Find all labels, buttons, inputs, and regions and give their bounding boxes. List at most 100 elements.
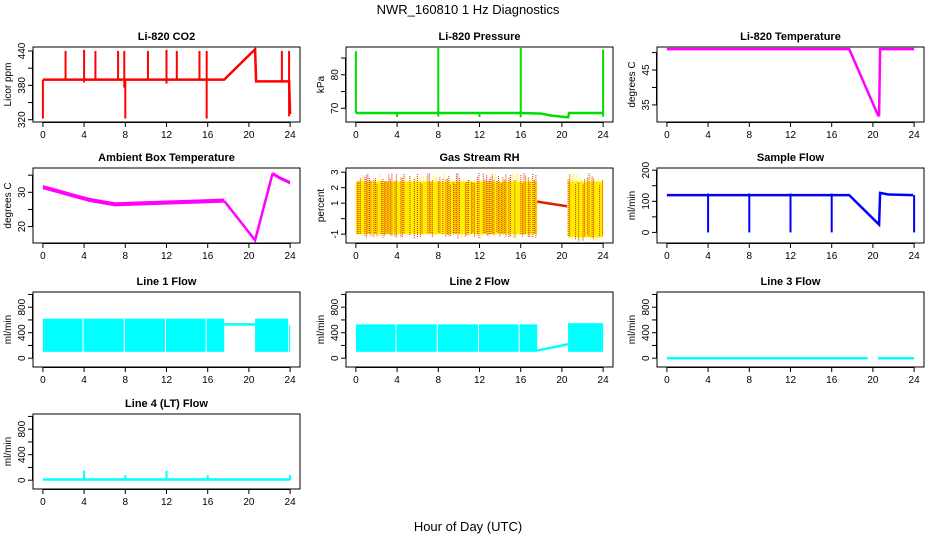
x-tick-label: 4: [81, 497, 87, 508]
series-line: [536, 200, 568, 208]
y-tick-label: 0: [17, 477, 28, 483]
x-tick-label: 20: [243, 497, 255, 508]
x-tick-label: 8: [123, 375, 129, 386]
panel-title: Gas Stream RH: [439, 152, 519, 164]
y-tick-label: 400: [641, 324, 652, 341]
x-tick-label: 0: [40, 375, 46, 386]
x-tick-label: 8: [123, 130, 129, 141]
panel-title: Line 3 Flow: [761, 276, 821, 288]
y-tick-label: 100: [641, 193, 652, 210]
x-tick-label: 8: [747, 130, 753, 141]
flow-block: [124, 318, 165, 352]
y-axis-label: ml/min: [627, 315, 638, 344]
plot-area: [355, 172, 604, 242]
panel-title: Li-820 CO2: [138, 31, 195, 43]
x-tick-label: 0: [664, 375, 670, 386]
y-axis-label: ml/min: [3, 315, 14, 344]
y-tick-label: 800: [641, 298, 652, 315]
flow-block: [519, 324, 538, 352]
series-band: [272, 171, 291, 185]
flow-block: [437, 324, 478, 352]
x-tick-label: 24: [909, 130, 921, 141]
x-tick-label: 24: [285, 497, 297, 508]
y-axis-label: ml/min: [3, 437, 14, 466]
x-tick-label: 12: [474, 251, 486, 262]
y-tick-label: 1: [330, 200, 341, 206]
x-axis-label: Hour of Day (UTC): [414, 519, 522, 534]
flow-block: [568, 323, 604, 352]
y-tick-label: 30: [17, 186, 28, 198]
x-tick-label: 24: [909, 251, 921, 262]
panel-title: Ambient Box Temperature: [98, 152, 235, 164]
x-tick-label: 24: [285, 130, 297, 141]
x-tick-label: 0: [40, 497, 46, 508]
y-tick-label: 380: [17, 77, 28, 94]
x-tick-label: 16: [202, 375, 214, 386]
panel-title: Sample Flow: [757, 152, 825, 164]
x-tick-label: 0: [353, 130, 359, 141]
y-tick-label: 200: [641, 161, 652, 178]
x-tick-label: 20: [243, 251, 255, 262]
y-axis-label: percent: [316, 189, 327, 223]
y-tick-label: 2: [330, 184, 341, 190]
x-tick-label: 12: [474, 375, 486, 386]
plot-area: [42, 470, 292, 481]
y-tick-label: 0: [330, 355, 341, 361]
plot-frame: [345, 46, 614, 123]
x-tick-label: 16: [202, 497, 214, 508]
plot-area: [666, 191, 916, 233]
y-tick-label: 0: [641, 355, 652, 361]
series-line: [223, 173, 274, 243]
plot-area: [41, 47, 292, 119]
y-tick-label: 80: [330, 69, 341, 81]
flow-block: [478, 324, 519, 352]
y-axis-label: degrees C: [627, 61, 638, 107]
x-tick-label: 12: [161, 130, 173, 141]
x-tick-label: 20: [867, 130, 879, 141]
x-tick-label: 20: [243, 375, 255, 386]
panel-li-820-pressure: Li-820 Pressure kPa 0 4 8 12 16 20 24 70 80: [316, 31, 614, 141]
x-tick-label: 4: [394, 375, 400, 386]
flow-block: [289, 325, 291, 352]
plot-area: [355, 323, 604, 352]
series-line: [666, 47, 915, 117]
y-axis-label: ml/min: [627, 191, 638, 220]
y-tick-label: 70: [330, 102, 341, 114]
x-tick-label: 24: [285, 375, 297, 386]
x-tick-label: 4: [705, 375, 711, 386]
x-tick-label: 16: [515, 251, 527, 262]
x-tick-label: 0: [664, 130, 670, 141]
y-tick-label: 440: [17, 42, 28, 59]
plot-area: [354, 47, 605, 119]
y-axis-label: ml/min: [316, 315, 327, 344]
x-tick-label: 8: [436, 130, 442, 141]
panel-line-4-lt-flow: Line 4 (LT) Flow ml/min 0 4 8 12 16 20 24 0 400 800: [3, 398, 301, 508]
flow-block: [255, 318, 289, 352]
x-tick-label: 12: [785, 130, 797, 141]
panel-li-820-temperature: Li-820 Temperature degrees C 0 4 8 12 16 20 24 35…: [627, 31, 925, 141]
x-tick-label: 4: [705, 130, 711, 141]
x-tick-label: 0: [353, 251, 359, 262]
plot-area: [42, 318, 291, 352]
y-axis-label: degrees C: [3, 182, 14, 228]
x-tick-label: 4: [394, 130, 400, 141]
x-tick-label: 24: [598, 251, 610, 262]
plot-frame: [656, 46, 925, 123]
panel-line-1-flow: Line 1 Flow ml/min 0 4 8 12 16 20 24 0 400 800: [3, 276, 301, 386]
y-tick-label: 400: [17, 324, 28, 341]
panel-line-3-flow: Line 3 Flow ml/min 0 4 8 12 16 20 24 0 400 800: [627, 276, 925, 386]
y-tick-label: 45: [641, 64, 652, 76]
x-tick-label: 4: [705, 251, 711, 262]
x-tick-label: 4: [81, 251, 87, 262]
x-tick-label: 16: [826, 251, 838, 262]
panel-sample-flow: Sample Flow ml/min 0 4 8 12 16 20 24 0 100 200: [627, 152, 925, 262]
x-tick-label: 12: [785, 375, 797, 386]
x-tick-label: 16: [202, 251, 214, 262]
x-tick-label: 0: [353, 375, 359, 386]
x-tick-label: 12: [161, 251, 173, 262]
panel-title: Line 2 Flow: [450, 276, 510, 288]
x-tick-label: 20: [556, 375, 568, 386]
plot-frame: [32, 167, 301, 244]
x-tick-label: 20: [867, 375, 879, 386]
